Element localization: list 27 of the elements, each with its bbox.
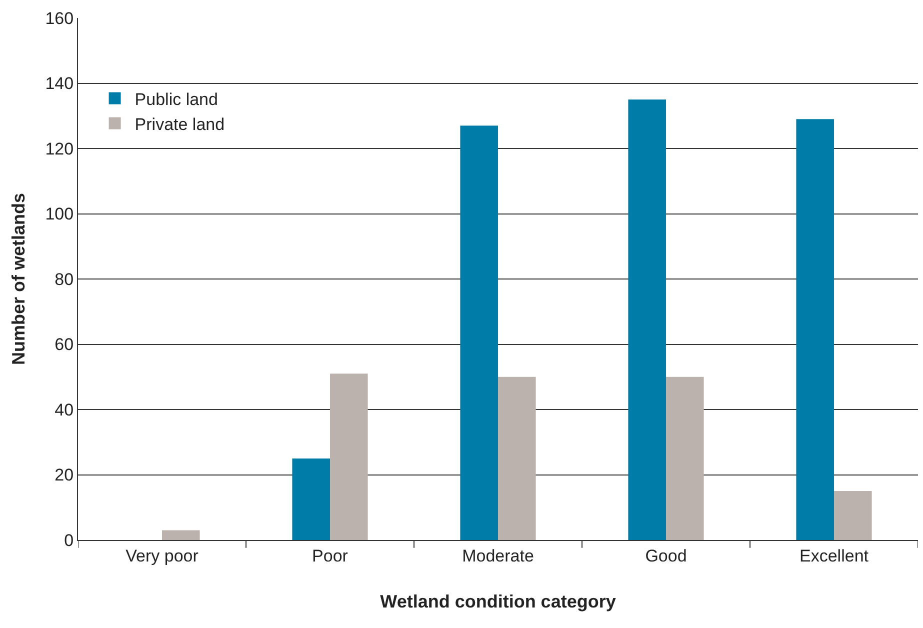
y-tick-label: 60 bbox=[54, 335, 74, 354]
x-tick-label: Poor bbox=[312, 546, 348, 566]
y-axis-title: Number of wetlands bbox=[8, 192, 28, 366]
y-tick-label: 40 bbox=[54, 400, 74, 420]
y-tick-label: 0 bbox=[64, 530, 74, 550]
x-tick-label: Excellent bbox=[800, 546, 869, 566]
x-tick-label: Moderate bbox=[462, 546, 534, 566]
legend-label: Public land bbox=[134, 90, 218, 109]
bar bbox=[628, 100, 666, 540]
bar bbox=[834, 491, 872, 540]
x-tick-label: Good bbox=[645, 546, 687, 566]
y-tick-label: 140 bbox=[45, 74, 74, 94]
bar bbox=[460, 126, 498, 540]
x-axis-title: Wetland condition category bbox=[380, 592, 616, 612]
bar bbox=[498, 376, 536, 540]
bar bbox=[162, 530, 200, 540]
y-tick-label: 160 bbox=[45, 8, 74, 28]
bar bbox=[292, 458, 330, 540]
y-tick-label: 20 bbox=[54, 466, 74, 485]
y-tick-label: 120 bbox=[45, 139, 74, 158]
bar bbox=[330, 374, 368, 540]
y-tick-label: 80 bbox=[54, 270, 74, 289]
bar bbox=[666, 376, 704, 540]
bar bbox=[796, 119, 834, 540]
x-tick-label: Very poor bbox=[126, 546, 199, 566]
legend-label: Private land bbox=[134, 114, 225, 134]
y-tick-label: 100 bbox=[45, 204, 74, 224]
